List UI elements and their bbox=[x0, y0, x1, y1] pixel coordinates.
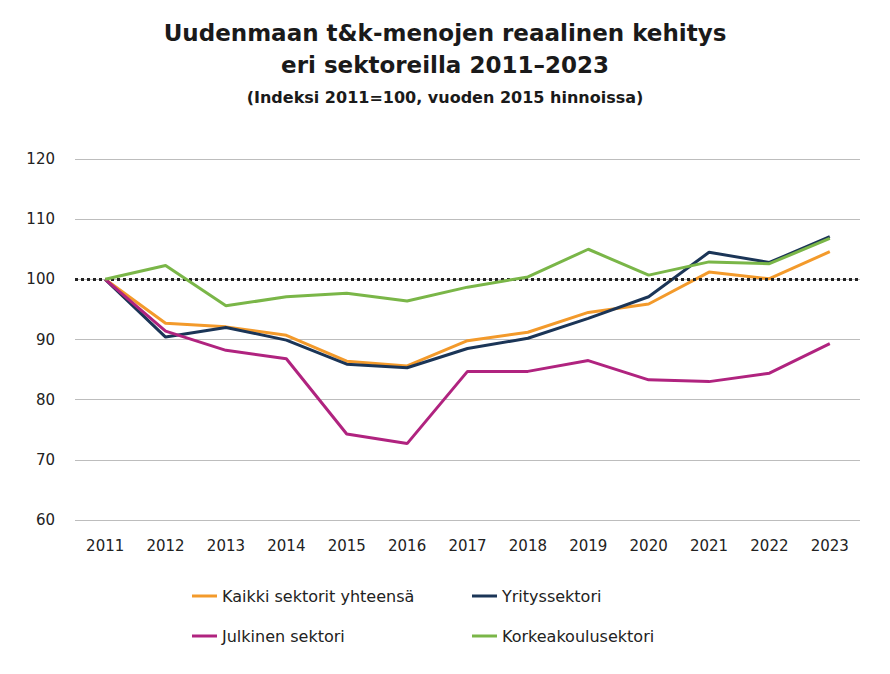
svg-text:2021: 2021 bbox=[690, 537, 728, 555]
svg-text:Kaikki sektorit yhteensä: Kaikki sektorit yhteensä bbox=[222, 587, 414, 606]
svg-text:2012: 2012 bbox=[146, 537, 184, 555]
svg-text:120: 120 bbox=[26, 150, 55, 168]
svg-text:90: 90 bbox=[36, 331, 55, 349]
svg-text:2016: 2016 bbox=[388, 537, 426, 555]
svg-text:2013: 2013 bbox=[207, 537, 245, 555]
svg-text:70: 70 bbox=[36, 451, 55, 469]
svg-text:2018: 2018 bbox=[509, 537, 547, 555]
svg-text:2014: 2014 bbox=[267, 537, 305, 555]
svg-text:2011: 2011 bbox=[86, 537, 124, 555]
svg-text:2020: 2020 bbox=[630, 537, 668, 555]
svg-text:2019: 2019 bbox=[569, 537, 607, 555]
svg-text:2017: 2017 bbox=[448, 537, 486, 555]
svg-text:Korkeakoulusektori: Korkeakoulusektori bbox=[502, 627, 654, 646]
svg-text:60: 60 bbox=[36, 511, 55, 529]
svg-text:(Indeksi 2011=100, vuoden 2015: (Indeksi 2011=100, vuoden 2015 hinnoissa… bbox=[247, 88, 644, 107]
svg-text:80: 80 bbox=[36, 391, 55, 409]
svg-text:2015: 2015 bbox=[328, 537, 366, 555]
svg-text:Yrityssektori: Yrityssektori bbox=[501, 587, 601, 606]
svg-text:100: 100 bbox=[26, 270, 55, 288]
svg-text:Julkinen sektori: Julkinen sektori bbox=[221, 627, 345, 646]
svg-text:Uudenmaan t&k-menojen reaaline: Uudenmaan t&k-menojen reaalinen kehitys bbox=[164, 20, 727, 46]
svg-text:2023: 2023 bbox=[811, 537, 849, 555]
svg-text:2022: 2022 bbox=[750, 537, 788, 555]
svg-text:eri sektoreilla 2011–2023: eri sektoreilla 2011–2023 bbox=[281, 52, 609, 78]
svg-text:110: 110 bbox=[26, 210, 55, 228]
